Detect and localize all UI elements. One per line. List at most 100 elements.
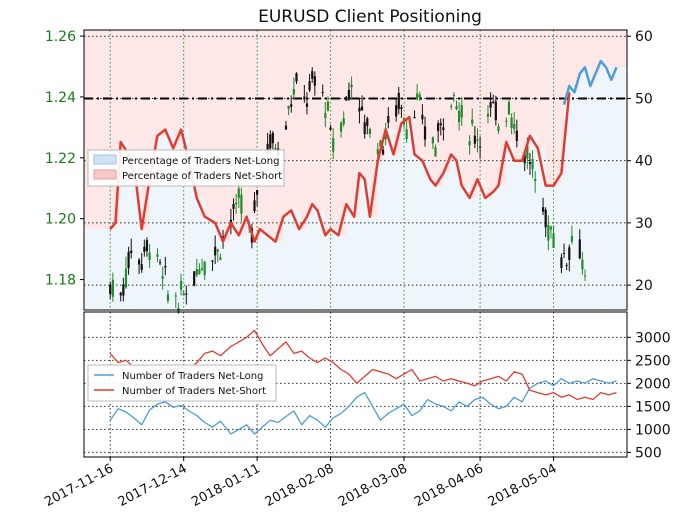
- price-candle-body: [418, 94, 421, 98]
- net-long-shade-band: [291, 210, 300, 310]
- date-axis-tick-label: 2018-02-08: [263, 461, 337, 510]
- net-short-shade-band: [585, 30, 591, 68]
- net-long-shade-band: [393, 154, 402, 310]
- net-short-shade-band: [385, 30, 394, 130]
- net-long-shade-band: [469, 198, 478, 310]
- price-candle-body: [544, 209, 547, 228]
- price-candle-body: [494, 101, 497, 121]
- count-axis-tick-label: 2500: [635, 353, 671, 369]
- price-candle-body: [203, 261, 206, 276]
- net-short-shade-band: [246, 30, 255, 217]
- net-long-shade-band: [223, 241, 231, 310]
- net-long-shade-band: [283, 216, 292, 310]
- price-candle-body: [219, 257, 222, 260]
- price-candle-body: [439, 123, 442, 126]
- net-short-shade-band: [312, 30, 318, 205]
- price-candle-body: [515, 130, 518, 141]
- net-long-shade-band: [141, 229, 150, 310]
- price-candle-body: [473, 135, 476, 144]
- date-axis-tick-label: 2017-11-16: [42, 461, 116, 510]
- count-axis-tick-label: 1500: [635, 399, 671, 415]
- net-long-shade-band: [564, 104, 570, 311]
- net-short-shade-band: [377, 30, 386, 161]
- net-long-shade-band: [246, 216, 255, 310]
- net-short-shade-band: [115, 30, 121, 223]
- price-candle-body: [130, 250, 133, 254]
- price-candle-body: [145, 240, 149, 252]
- legend-swatch: [93, 169, 117, 180]
- net-long-shade-band: [385, 129, 394, 310]
- price-candle-body: [342, 118, 345, 125]
- net-long-shade-band: [136, 185, 142, 310]
- net-short-shade-band: [529, 30, 538, 136]
- net-short-shade-band: [354, 30, 360, 217]
- net-short-shade-band: [230, 30, 239, 223]
- price-candle-body: [442, 127, 445, 130]
- net-short-shade-band: [254, 30, 260, 242]
- net-long-shade-band: [522, 160, 530, 310]
- price-candle-body: [376, 149, 379, 155]
- net-long-shade-band: [409, 117, 415, 310]
- net-short-shade-band: [204, 30, 216, 217]
- price-candle-body: [232, 203, 235, 209]
- net-long-shade-band: [369, 216, 378, 310]
- net-long-shade-band: [485, 198, 494, 310]
- date-axis-tick-label: 2018-01-11: [189, 461, 263, 510]
- net-long-shade-band: [128, 154, 137, 310]
- net-short-shade-band: [569, 30, 575, 86]
- net-long-shade-band: [149, 179, 158, 310]
- net-short-shade-band: [461, 30, 470, 186]
- net-long-shade-band: [435, 185, 444, 310]
- net-long-shade-band: [506, 142, 515, 310]
- price-candle-body: [458, 110, 461, 123]
- price-candle-body: [140, 264, 143, 270]
- legend-box: [87, 149, 285, 187]
- net-long-shade-band: [514, 160, 523, 310]
- price-candle-body: [541, 207, 545, 212]
- price-candle-body: [565, 264, 568, 266]
- net-long-shade-band: [165, 129, 174, 310]
- price-candle-body: [397, 92, 400, 110]
- price-candle-body: [358, 107, 361, 112]
- net-short-shade-band: [564, 30, 570, 105]
- price-candle-body: [345, 97, 348, 101]
- percentage-axis-tick-label: 20: [635, 278, 653, 294]
- net-long-shade-band: [590, 86, 596, 310]
- net-short-shade-band: [401, 30, 410, 124]
- count-axis-tick-label: 2000: [635, 376, 671, 392]
- legend-label: Number of Traders Net-Short: [122, 386, 266, 397]
- net-short-shade-band: [128, 30, 137, 155]
- price-candle-body: [193, 271, 196, 286]
- price-candle-body: [321, 91, 324, 93]
- percentage-axis-tick-label: 60: [635, 29, 653, 45]
- net-short-shade-band: [469, 30, 478, 198]
- net-short-shade-band: [616, 30, 627, 68]
- net-long-shade-band: [364, 179, 370, 310]
- net-long-shade-band: [259, 229, 268, 310]
- price-candle-body: [109, 284, 112, 295]
- price-candle-body: [211, 260, 214, 262]
- net-short-shade-band: [291, 30, 300, 211]
- price-candle-body: [122, 284, 125, 296]
- legend-label: Percentage of Traders Net-Long: [122, 156, 280, 167]
- price-candle-body: [379, 140, 382, 147]
- net-short-shade-band: [369, 30, 378, 217]
- legend-box: [87, 364, 277, 402]
- price-axis-tick-label: 1.26: [45, 29, 76, 45]
- net-long-shade-band: [215, 222, 224, 310]
- net-short-shade-band: [267, 30, 276, 236]
- price-candle-body: [161, 275, 164, 279]
- price-candle-body: [450, 105, 453, 107]
- price-candle-body: [256, 190, 259, 195]
- net-short-shade-band: [579, 30, 586, 74]
- date-axis-tick-label: 2018-05-04: [486, 461, 560, 510]
- net-long-shade-band: [115, 222, 121, 310]
- percentage-axis-tick-label: 30: [635, 216, 653, 232]
- price-candle-body: [416, 93, 419, 100]
- net-long-shade-band: [574, 92, 580, 310]
- price-candle-body: [479, 146, 482, 148]
- net-short-shade-band: [283, 30, 292, 217]
- price-candle-body: [166, 294, 170, 301]
- price-candle-body: [455, 106, 458, 110]
- price-candle-body: [381, 149, 385, 155]
